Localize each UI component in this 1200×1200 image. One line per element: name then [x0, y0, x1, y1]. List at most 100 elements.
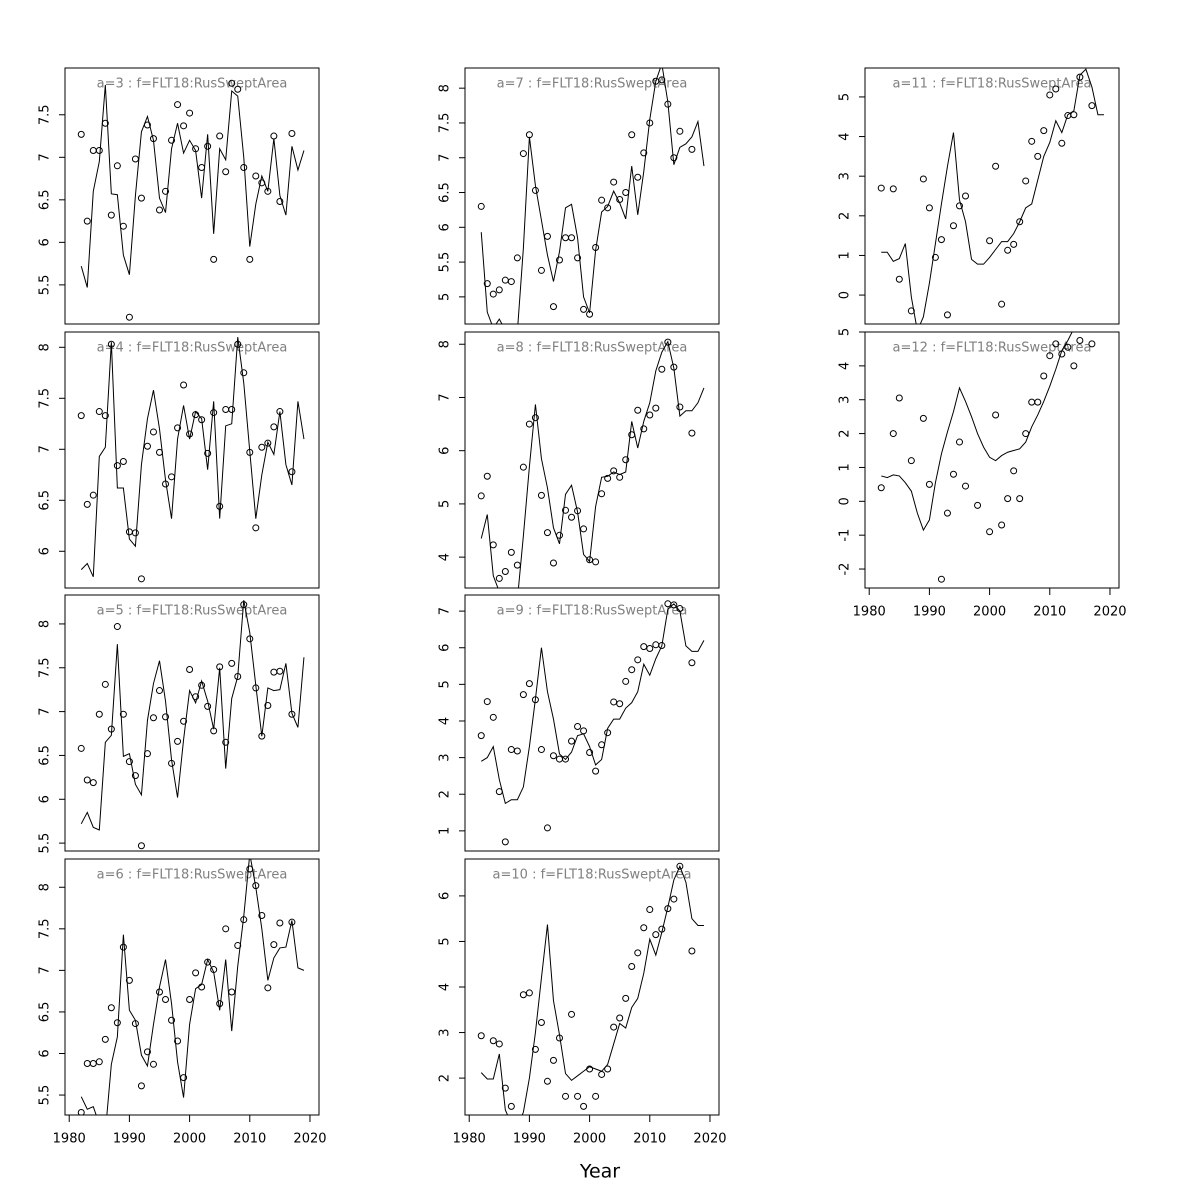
observed-point	[198, 164, 206, 172]
observed-point	[288, 129, 296, 137]
observed-point	[877, 184, 885, 192]
observed-point	[604, 1065, 612, 1073]
observed-point	[107, 725, 115, 733]
y-tick-label: 7.5	[38, 918, 53, 939]
observed-point	[646, 119, 654, 127]
x-tick-label: 1980	[453, 1132, 486, 1147]
y-tick-label: 6	[38, 547, 53, 555]
y-tick-label: 4	[438, 717, 453, 725]
observed-point	[180, 381, 188, 389]
observed-point	[276, 919, 284, 927]
observed-point	[586, 1065, 594, 1073]
observed-point	[270, 668, 278, 676]
observed-point	[276, 198, 284, 206]
observed-point	[228, 79, 236, 87]
y-tick-label: 7	[438, 154, 453, 162]
observed-point	[180, 122, 188, 130]
observed-point	[640, 924, 648, 932]
observed-point	[907, 307, 915, 315]
observed-point	[113, 462, 121, 470]
panel-title: a=7 : f=FLT18:RusSweptArea	[497, 77, 688, 92]
observed-point	[664, 100, 672, 108]
fitted-line	[881, 332, 1073, 532]
y-tick-label: -2	[838, 563, 853, 576]
observed-point	[1010, 467, 1018, 475]
observed-point	[549, 559, 557, 567]
observed-point	[483, 280, 491, 288]
observed-point	[252, 684, 260, 692]
observed-point	[246, 635, 254, 643]
observed-point	[119, 222, 127, 230]
fitted-line	[80, 84, 305, 288]
observed-point	[640, 643, 648, 651]
y-tick-label: 6.5	[438, 182, 453, 203]
observed-point	[895, 275, 903, 283]
panel: a=4 : f=FLT18:RusSweptArea 6 6.5 7 7.5 8	[38, 331, 320, 589]
observed-point	[543, 1077, 551, 1085]
observed-point	[186, 430, 194, 438]
observed-point	[592, 558, 600, 566]
observed-point	[240, 369, 248, 377]
y-tick-label: 0	[838, 497, 853, 505]
observed-point	[210, 727, 218, 735]
observed-point	[149, 428, 157, 436]
observed-point	[137, 1082, 145, 1090]
observed-point	[143, 1048, 151, 1056]
observed-point	[640, 149, 648, 157]
observed-point	[83, 1059, 91, 1067]
observed-point	[204, 958, 212, 966]
observed-point	[234, 85, 242, 93]
observed-point	[155, 687, 163, 695]
panel: a=10 : f=FLT18:RusSweptArea 2 3 4 5 6 1980 1990…	[438, 858, 727, 1147]
observed-point	[580, 1102, 588, 1110]
observed-point	[555, 755, 563, 763]
observed-point	[162, 995, 170, 1003]
observed-point	[531, 696, 539, 704]
observed-point	[95, 1058, 103, 1066]
x-tick-label: 2010	[1033, 605, 1066, 620]
y-tick-label: 6	[38, 238, 53, 246]
fitted-line	[480, 864, 704, 1115]
observed-point	[688, 429, 696, 437]
observed-point	[646, 906, 654, 914]
observed-point	[519, 150, 527, 158]
observed-point	[895, 394, 903, 402]
panel: a=5 : f=FLT18:RusSweptArea 5.5 6 6.5 7 7.5 8	[38, 594, 320, 853]
observed-point	[568, 737, 576, 745]
observed-point	[168, 759, 176, 767]
panel: a=7 : f=FLT18:RusSweptArea 5 5.5 6 6.5 7 7.5 8	[438, 67, 720, 325]
observed-point	[155, 448, 163, 456]
observed-point	[992, 162, 1000, 170]
y-tick-label: 5.5	[438, 252, 453, 273]
observed-point	[1058, 350, 1066, 358]
panel-title: a=8 : f=FLT18:RusSweptArea	[497, 341, 688, 356]
observed-point	[501, 568, 509, 576]
observed-point	[507, 1102, 515, 1110]
observed-point	[495, 574, 503, 582]
plot-area	[877, 332, 1096, 583]
x-tick-label: 2010	[633, 1132, 666, 1147]
observed-point	[168, 136, 176, 144]
observed-point	[598, 741, 606, 749]
observed-point	[1004, 495, 1012, 503]
observed-point	[174, 424, 182, 432]
panel-frame	[64, 594, 320, 852]
observed-point	[670, 895, 678, 903]
observed-point	[270, 132, 278, 140]
observed-point	[634, 173, 642, 181]
plot-area	[77, 337, 305, 583]
observed-point	[525, 989, 533, 997]
observed-point	[688, 145, 696, 153]
observed-point	[549, 1056, 557, 1064]
x-tick-label: 1990	[513, 1132, 546, 1147]
observed-point	[162, 187, 170, 195]
observed-point	[670, 363, 678, 371]
observed-point	[192, 411, 200, 419]
observed-point	[125, 313, 133, 321]
observed-point	[634, 406, 642, 414]
y-tick-label: 5	[438, 680, 453, 688]
observed-point	[919, 414, 927, 422]
observed-point	[562, 1092, 570, 1100]
observed-point	[513, 254, 521, 262]
observed-point	[574, 722, 582, 730]
